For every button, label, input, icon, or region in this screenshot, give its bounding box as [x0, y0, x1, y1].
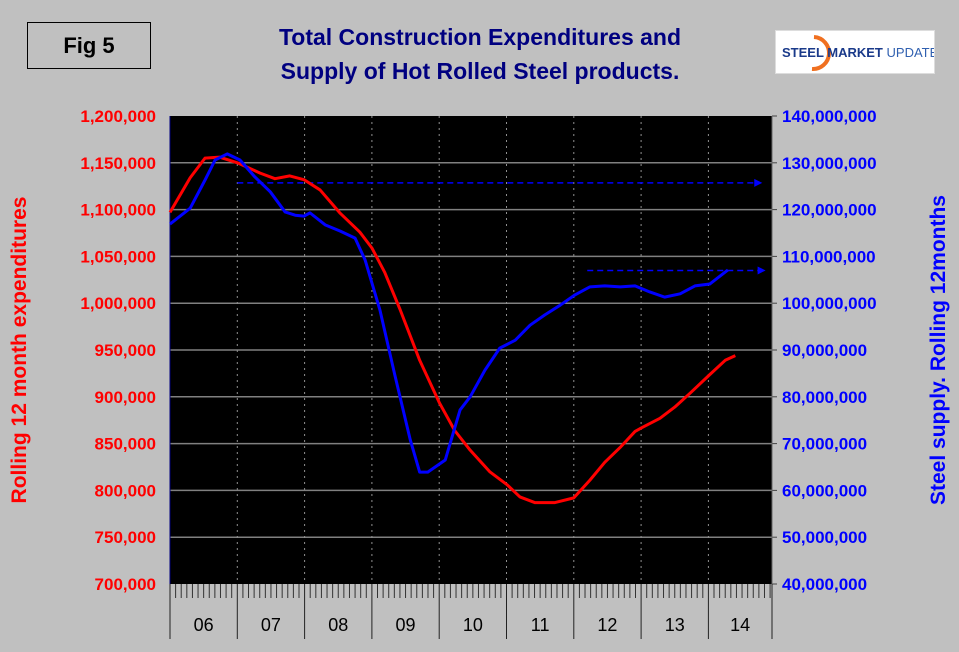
left-tick-label: 1,100,000	[80, 201, 156, 220]
x-tick-label: 08	[328, 615, 348, 635]
left-tick-label: 1,150,000	[80, 154, 156, 173]
x-tick-label: 13	[665, 615, 685, 635]
x-tick-label: 06	[194, 615, 214, 635]
figure-label: Fig 5	[27, 22, 151, 69]
logo-text: STEEL MARKET UPDATE	[782, 45, 934, 60]
left-tick-label: 700,000	[95, 575, 156, 594]
chart-title-line-2: Supply of Hot Rolled Steel products.	[280, 58, 680, 84]
left-tick-label: 1,200,000	[80, 107, 156, 126]
left-tick-label: 950,000	[95, 341, 156, 360]
x-tick-label: 14	[730, 615, 750, 635]
x-tick-label: 11	[531, 615, 550, 635]
x-tick-label: 09	[396, 615, 416, 635]
steel-supply-line	[169, 152, 729, 474]
arrow-head	[754, 178, 763, 187]
left-tick-label: 900,000	[95, 388, 156, 407]
right-tick-label: 80,000,000	[782, 388, 867, 407]
left-tick-label: 1,050,000	[80, 247, 156, 266]
left-tick-label: 800,000	[95, 481, 156, 500]
chart-title: Total Construction Expenditures and Supp…	[200, 20, 760, 88]
right-tick-label: 60,000,000	[782, 481, 867, 500]
right-tick-label: 130,000,000	[782, 154, 877, 173]
right-tick-label: 110,000,000	[782, 247, 876, 266]
right-tick-label: 120,000,000	[782, 201, 877, 220]
steel-market-update-logo: STEEL MARKET UPDATE	[775, 30, 939, 74]
left-tick-label: 850,000	[95, 435, 156, 454]
x-tick-label: 07	[261, 615, 281, 635]
right-tick-label: 40,000,000	[782, 575, 867, 594]
left-tick-label: 1,000,000	[80, 294, 156, 313]
right-tick-label: 100,000,000	[782, 294, 877, 313]
x-tick-label: 10	[463, 615, 483, 635]
right-tick-label: 140,000,000	[782, 107, 877, 126]
right-tick-label: 50,000,000	[782, 528, 867, 547]
construction-expenditures-line	[168, 155, 736, 505]
right-tick-label: 90,000,000	[782, 341, 867, 360]
left-axis-title: Rolling 12 month expenditures	[8, 197, 31, 504]
x-tick-label: 12	[597, 615, 617, 635]
right-tick-label: 70,000,000	[782, 435, 867, 454]
arrow-head	[757, 266, 766, 275]
right-axis-title: Steel supply. Rolling 12months	[927, 195, 950, 505]
left-tick-label: 750,000	[95, 528, 156, 547]
chart-title-line-1: Total Construction Expenditures and	[278, 24, 682, 50]
